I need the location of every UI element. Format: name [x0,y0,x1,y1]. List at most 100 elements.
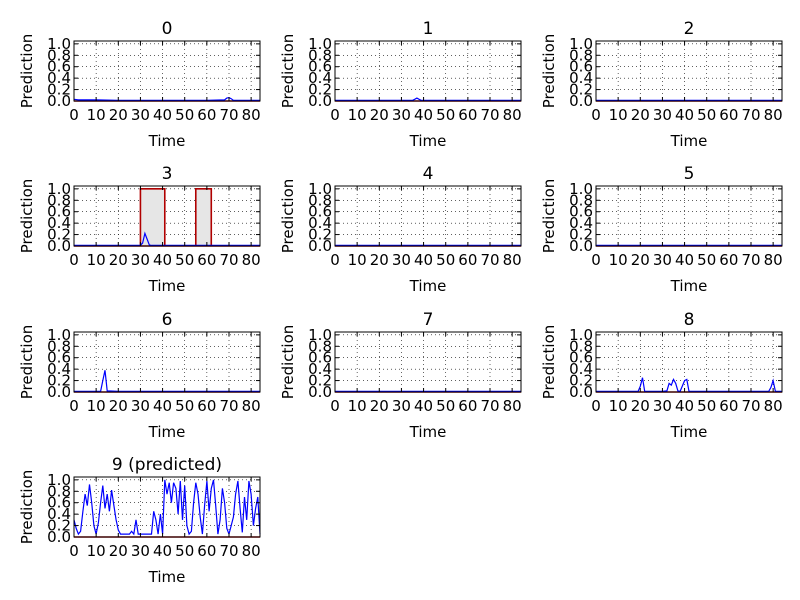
axes-frame [595,40,783,102]
subplot-3: 0 10 20 30 40 50 60 70 80 0.00.20.40.60.81.0 3 Time… [18,164,261,295]
subplot-7: 0 10 20 30 40 50 60 70 80 0.00.20.40.60.81.0 7 Time… [279,310,522,441]
x-tick-label: 30 [392,251,411,269]
x-axis-label: Time [409,132,447,150]
y-tick-label: 0.6 [569,58,593,76]
y-tick-label: 0.2 [47,226,71,244]
x-tick-label: 20 [631,251,650,269]
y-tick-label: 0.8 [308,337,332,355]
y-tick-label: 0.8 [308,46,332,64]
y-tick-label: 0.8 [569,191,593,209]
axes-frame [73,40,261,102]
x-tick-label: 0 [69,397,79,415]
x-tick-label: 60 [197,106,216,124]
x-tick-label: 10 [87,251,106,269]
subplot-8: 0 10 20 30 40 50 60 70 80 0.00.20.40.60.81.0 8 Time… [540,310,783,441]
y-axis-label: Prediction [540,325,558,400]
x-tick-label: 30 [653,251,672,269]
y-tick-label: 0.4 [308,360,332,378]
x-tick-label: 0 [591,251,601,269]
x-tick-label: 50 [175,542,194,560]
x-tick-label: 50 [175,397,194,415]
y-tick-label: 1.0 [308,35,332,53]
y-axis-label: Prediction [279,179,297,254]
x-tick-label: 0 [591,397,601,415]
y-tick-label: 0.4 [569,69,593,87]
x-tick-label: 50 [436,251,455,269]
y-axis-label: Prediction [18,34,36,109]
y-tick-label: 0.4 [569,360,593,378]
x-tick-label: 40 [153,251,172,269]
y-axis-label: Prediction [540,179,558,254]
x-tick-label: 50 [436,106,455,124]
axes-frame [73,331,261,393]
y-tick-label: 0.2 [569,81,593,99]
x-tick-label: 80 [764,251,783,269]
y-tick-label: 0.4 [47,214,71,232]
x-tick-label: 40 [153,542,172,560]
x-tick-label: 40 [153,397,172,415]
subplot-title: 4 [423,164,434,184]
y-tick-label: 0.4 [308,214,332,232]
x-tick-label: 60 [458,106,477,124]
subplot-title: 9 (predicted) [112,455,222,475]
x-tick-label: 20 [109,397,128,415]
y-axis-label: Prediction [279,325,297,400]
x-tick-label: 70 [219,397,238,415]
y-tick-label: 0.0 [308,237,332,255]
y-tick-label: 0.0 [569,237,593,255]
x-tick-label: 40 [414,397,433,415]
x-tick-label: 20 [109,542,128,560]
x-axis-label: Time [670,423,708,441]
prediction-line [73,96,260,102]
x-tick-label: 80 [242,251,261,269]
x-tick-label: 80 [503,106,522,124]
subplot-6: 0 10 20 30 40 50 60 70 80 0.00.20.40.60.81.0 6 Time… [18,310,261,441]
prediction-line [73,479,261,537]
y-tick-label: 1.0 [308,326,332,344]
x-tick-label: 20 [631,106,650,124]
x-tick-label: 30 [131,397,150,415]
x-tick-label: 80 [764,106,783,124]
x-tick-label: 20 [109,251,128,269]
x-axis-label: Time [148,132,186,150]
x-tick-label: 10 [87,542,106,560]
x-tick-label: 30 [653,397,672,415]
x-axis-label: Time [670,277,708,295]
x-tick-label: 60 [458,251,477,269]
x-tick-label: 10 [609,397,628,415]
x-tick-label: 50 [436,397,455,415]
x-axis-label: Time [148,568,186,586]
axes-frame [595,185,783,247]
x-tick-label: 70 [480,106,499,124]
x-tick-label: 80 [242,106,261,124]
y-tick-label: 0.6 [569,349,593,367]
x-tick-label: 50 [175,106,194,124]
x-tick-label: 40 [675,251,694,269]
y-tick-label: 0.0 [569,383,593,401]
y-tick-label: 0.8 [47,337,71,355]
y-axis-label: Prediction [18,179,36,254]
y-tick-label: 0.2 [47,517,71,535]
x-tick-label: 70 [741,397,760,415]
y-tick-label: 0.6 [308,58,332,76]
subplot-title: 0 [162,19,173,39]
y-tick-label: 1.0 [47,326,71,344]
y-tick-label: 0.8 [569,46,593,64]
x-axis-label: Time [670,132,708,150]
y-tick-label: 1.0 [47,471,71,489]
y-tick-label: 0.8 [47,482,71,500]
truth-segment [194,188,213,246]
axes-frame [334,331,522,393]
x-tick-label: 60 [719,397,738,415]
subplot-title: 8 [684,310,695,330]
subplot-title: 3 [162,164,173,184]
x-tick-label: 80 [503,397,522,415]
x-tick-label: 40 [675,106,694,124]
x-axis-label: Time [148,277,186,295]
x-tick-label: 80 [503,251,522,269]
y-tick-label: 0.2 [308,226,332,244]
y-tick-label: 0.4 [47,505,71,523]
y-tick-label: 1.0 [47,180,71,198]
x-tick-label: 30 [131,542,150,560]
x-tick-label: 40 [675,397,694,415]
